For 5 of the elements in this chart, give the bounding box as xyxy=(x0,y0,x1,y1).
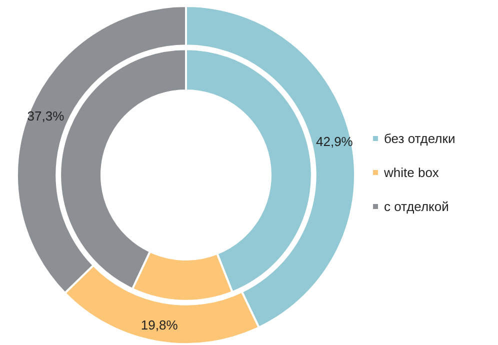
legend-label: без отделки xyxy=(384,131,456,146)
data-label: 19,8% xyxy=(140,317,178,332)
legend-label: white box xyxy=(383,165,440,180)
legend-label: с отделкой xyxy=(384,199,449,214)
data-label: 37,3% xyxy=(27,108,65,124)
